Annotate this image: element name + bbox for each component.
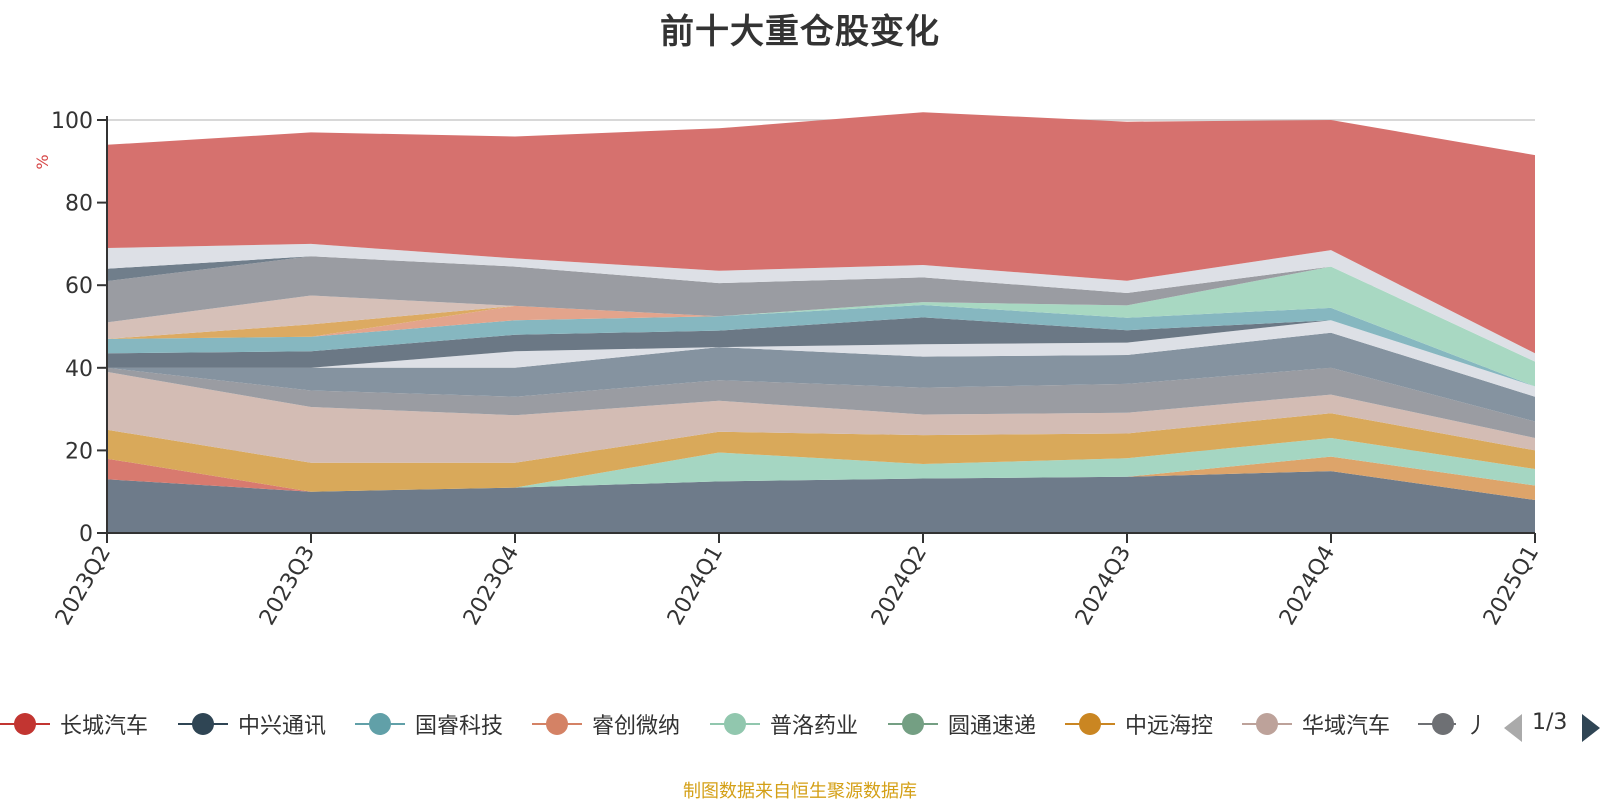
legend-marker-icon <box>1418 713 1456 735</box>
y-tick-label: 20 <box>65 439 93 464</box>
y-axis-label: % <box>33 154 52 169</box>
legend-marker-icon <box>532 713 582 735</box>
legend-item[interactable]: 丿 <box>1418 706 1488 742</box>
x-tick-label: 2023Q4 <box>459 542 524 630</box>
area-series-layer <box>107 112 1535 533</box>
legend-item[interactable]: 中兴通讯 <box>178 706 326 742</box>
area-series-9[interactable] <box>107 317 1535 387</box>
area-series-7[interactable] <box>107 332 1535 422</box>
legend-label: 国睿科技 <box>415 714 504 739</box>
legend-page-indicator: 1/3 <box>1532 710 1568 735</box>
legend-label: 华域汽车 <box>1302 714 1391 739</box>
area-series-10[interactable] <box>107 305 1535 387</box>
area-series-13[interactable] <box>107 295 1535 387</box>
legend-label: 丿 <box>1465 714 1488 739</box>
area-series-3[interactable] <box>107 438 1535 492</box>
area-series-19[interactable] <box>107 112 1535 354</box>
y-tick-label: 0 <box>79 522 93 547</box>
area-series-6[interactable] <box>107 367 1535 438</box>
x-tick-label: 2024Q2 <box>867 542 932 630</box>
x-tick-label: 2025Q1 <box>1479 542 1544 630</box>
area-series-0[interactable] <box>107 471 1535 533</box>
legend-label: 长城汽车 <box>60 714 149 739</box>
area-series-15[interactable] <box>107 256 1535 362</box>
area-series-5[interactable] <box>107 371 1535 463</box>
legend-label: 中兴通讯 <box>238 714 327 739</box>
legend-marker-icon <box>710 713 760 735</box>
y-tick-label: 100 <box>51 109 93 134</box>
x-tick-label: 2023Q2 <box>51 542 116 630</box>
x-tick-label: 2023Q3 <box>255 542 320 630</box>
legend-label: 睿创微纳 <box>592 714 681 739</box>
y-tick-label: 40 <box>65 357 93 382</box>
legend-item[interactable]: 中远海控 <box>1065 706 1213 742</box>
legend-marker-icon <box>355 713 405 735</box>
source-note: 制图数据来自恒生聚源数据库 <box>683 781 917 802</box>
legend-next-icon[interactable] <box>1582 714 1600 742</box>
legend-label: 圆通速递 <box>948 714 1037 739</box>
legend-marker-icon <box>888 713 938 735</box>
legend-item[interactable]: 普洛药业 <box>710 706 858 742</box>
y-tick-label: 60 <box>65 274 93 299</box>
legend-prev-icon[interactable] <box>1504 714 1522 742</box>
area-series-8[interactable] <box>107 320 1535 397</box>
chart-title: 前十大重仓股变化 <box>660 12 940 52</box>
legend-marker-icon <box>0 713 50 735</box>
legend-pager: 1/3 <box>1498 706 1600 742</box>
legend-label: 中远海控 <box>1125 714 1214 739</box>
legend-item[interactable]: 长城汽车 <box>0 706 148 742</box>
area-series-18[interactable] <box>107 243 1535 362</box>
legend-marker-icon <box>178 713 228 735</box>
legend-item[interactable]: 华域汽车 <box>1242 706 1390 742</box>
legend-label: 普洛药业 <box>770 714 859 739</box>
y-tick-label: 80 <box>65 192 93 217</box>
legend-marker-icon <box>1065 713 1115 735</box>
legend-item[interactable]: 国睿科技 <box>355 706 503 742</box>
legend-item[interactable]: 圆通速递 <box>888 706 1036 742</box>
x-tick-label: 2024Q3 <box>1071 542 1136 630</box>
stacked-area-chart: 0 20 40 60 80 100 2023Q2 2023Q3 2023Q4 2024Q1 2024… <box>33 109 1544 630</box>
legend-marker-icon <box>1242 713 1292 735</box>
area-series-14[interactable] <box>107 266 1535 387</box>
area-series-4[interactable] <box>107 413 1535 492</box>
x-tick-label: 2024Q4 <box>1275 542 1340 630</box>
chart-legend: 长城汽车 中兴通讯 国睿科技 睿创微纳 普洛药业 圆通速递 中远海控 华域汽车 丿 <box>0 706 1600 742</box>
legend-item[interactable]: 睿创微纳 <box>532 706 680 742</box>
x-tick-label: 2024Q1 <box>663 542 728 630</box>
